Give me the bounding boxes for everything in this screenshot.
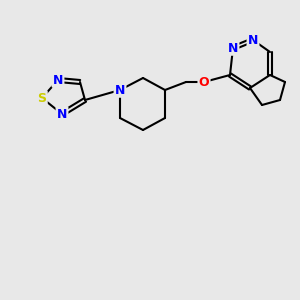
Text: S: S	[38, 92, 46, 104]
Text: O: O	[199, 76, 209, 88]
Text: N: N	[115, 83, 125, 97]
Text: N: N	[248, 34, 258, 46]
Text: N: N	[53, 74, 63, 86]
Text: N: N	[228, 41, 238, 55]
Text: N: N	[57, 107, 67, 121]
